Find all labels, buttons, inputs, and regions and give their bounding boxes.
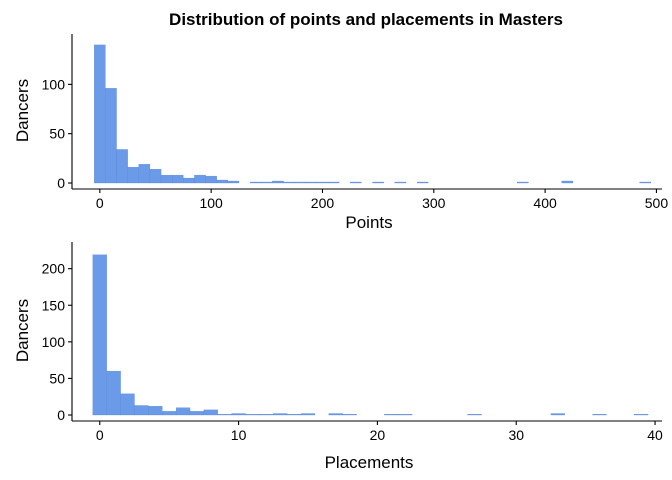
placements-x-tick-label: 40 — [647, 427, 663, 443]
placements-histogram-bar — [328, 413, 343, 416]
points-x-tick-label: 0 — [96, 195, 104, 211]
points-histogram-panel: 0 50 100 0 100 200 300 400 500 Points Dancers — [13, 34, 668, 232]
points-histogram-bar — [294, 181, 306, 184]
placements-histogram-bar — [592, 414, 607, 416]
placements-histogram-bar — [384, 414, 399, 416]
placements-histogram-panel: 0 50 100 150 200 0 10 20 30 40 Placements Dancer… — [13, 242, 663, 472]
placements-histogram-bar — [162, 411, 177, 416]
points-y-tick-label: 100 — [42, 76, 66, 92]
points-histogram-bar — [172, 174, 184, 184]
points-y-ticks: 0 50 100 — [42, 76, 72, 191]
points-x-tick-label: 400 — [533, 195, 557, 211]
placements-y-ticks: 0 50 100 150 200 — [42, 261, 72, 423]
points-histogram-bar — [116, 149, 128, 184]
placements-x-tick-label: 10 — [231, 427, 247, 443]
points-histogram-bar — [561, 180, 574, 184]
placements-y-tick-label: 150 — [42, 297, 66, 313]
points-histogram-bar — [94, 44, 106, 184]
placements-histogram-bar — [120, 393, 135, 416]
placements-histogram-bar — [203, 409, 218, 416]
placements-histogram-bar — [550, 413, 565, 416]
points-x-tick-label: 100 — [199, 195, 223, 211]
placements-histogram-bar — [259, 414, 274, 416]
points-histogram-bar — [194, 174, 206, 184]
points-histogram-bar — [160, 174, 173, 184]
placements-histogram-bar — [189, 411, 205, 416]
points-histogram-bar — [216, 179, 228, 184]
placements-x-ticks: 0 10 20 30 40 — [96, 421, 663, 443]
placements-y-tick-label: 0 — [57, 407, 65, 423]
points-histogram-bar — [350, 181, 362, 184]
points-histogram-bar — [272, 180, 284, 184]
points-histogram-bar — [261, 181, 273, 184]
placements-y-tick-label: 50 — [49, 370, 65, 386]
points-x-tick-label: 500 — [645, 195, 669, 211]
placements-histogram-bar — [175, 407, 191, 416]
chart-title: Distribution of points and placements in… — [169, 10, 563, 29]
points-y-tick-label: 0 — [57, 175, 65, 191]
points-histogram-bar — [138, 164, 151, 184]
points-histogram-bar — [205, 175, 217, 184]
placements-x-tick-label: 20 — [370, 427, 386, 443]
placements-histogram-bar — [148, 406, 163, 416]
placements-x-tick-label: 0 — [96, 427, 104, 443]
placements-histogram-bar — [467, 414, 482, 416]
placements-histogram-bar — [273, 413, 288, 416]
placements-histogram-bar — [134, 405, 149, 416]
points-histogram-bar — [316, 181, 329, 184]
points-x-axis-label: Points — [345, 213, 392, 232]
points-histogram-bar — [227, 180, 240, 184]
placements-x-tick-label: 30 — [508, 427, 524, 443]
points-histogram-bar — [105, 88, 117, 184]
placements-histogram-bar — [342, 414, 357, 416]
points-histogram-bar — [327, 181, 340, 184]
points-histogram-bar — [183, 177, 195, 184]
points-y-tick-label: 50 — [49, 126, 65, 142]
placements-histogram-bar — [92, 254, 107, 416]
points-histogram-bar — [517, 181, 529, 184]
placements-histogram-bar — [634, 414, 649, 416]
points-histogram-bar — [283, 181, 295, 184]
placements-y-tick-label: 200 — [42, 261, 66, 277]
points-histogram-bar — [249, 181, 262, 184]
placements-y-axis-label: Dancers — [13, 299, 32, 362]
placements-x-axis-label: Placements — [325, 453, 414, 472]
points-y-axis-label: Dancers — [13, 79, 32, 142]
placements-histogram-bar — [287, 414, 302, 416]
points-histogram-bar — [639, 181, 652, 184]
points-histogram-bar — [127, 167, 139, 184]
points-histogram-bar — [416, 181, 429, 184]
points-x-tick-label: 200 — [311, 195, 335, 211]
placements-histogram-bar — [231, 413, 246, 416]
points-x-ticks: 0 100 200 300 400 500 — [96, 189, 668, 211]
placements-histogram-bar — [217, 414, 232, 416]
placements-histogram-bar — [300, 413, 316, 416]
placements-histogram-bar — [245, 414, 260, 416]
points-histogram-bar — [149, 169, 162, 184]
points-x-tick-label: 300 — [422, 195, 446, 211]
placements-histogram-bar — [106, 370, 121, 416]
points-histogram-bar — [394, 181, 407, 184]
points-histogram-bar — [305, 181, 318, 184]
points-histogram-bar — [372, 181, 384, 184]
placements-histogram-bar — [398, 414, 413, 416]
points-histogram-bars — [94, 44, 652, 184]
placements-histogram-bars — [92, 254, 649, 416]
placements-y-tick-label: 100 — [42, 334, 66, 350]
